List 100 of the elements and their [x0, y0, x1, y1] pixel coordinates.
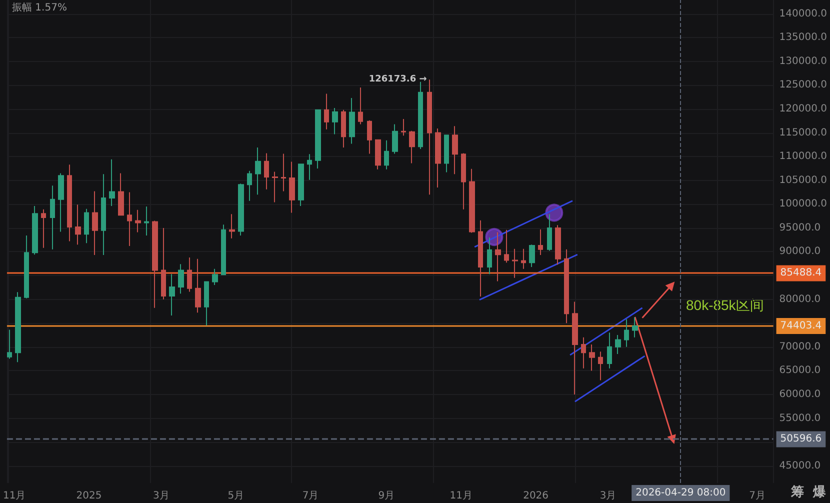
annotation: 126173.6 →: [368, 74, 428, 85]
candlestick: [92, 190, 98, 256]
candlestick: [521, 248, 526, 270]
candlestick: [84, 208, 89, 244]
candlestick: [401, 118, 406, 136]
x-tick-label: 2025: [76, 490, 102, 502]
candlestick: [435, 128, 441, 188]
candlestick: [581, 336, 586, 369]
y-tick-label: 90000.0: [779, 246, 821, 258]
y-tick-label: 95000.0: [779, 222, 821, 234]
candlestick: [461, 152, 466, 210]
candlestick: [272, 171, 278, 203]
candlestick: [598, 351, 603, 381]
candlestick: [495, 232, 501, 282]
y-tick-label: 55000.0: [779, 412, 821, 424]
y-tick-label: 45000.0: [779, 460, 821, 472]
y-tick-label: 80000.0: [779, 294, 821, 305]
y-tick-label: 115000.0: [779, 127, 828, 138]
text: 爆: [812, 485, 827, 500]
candlestick: [607, 332, 612, 369]
candlestick: [204, 280, 209, 326]
candlestick: [555, 224, 561, 266]
candlestick: [229, 214, 235, 239]
candlestick: [409, 130, 415, 164]
candlestick: [632, 316, 638, 338]
candlestick: [75, 204, 81, 246]
candlestick: [238, 183, 244, 236]
candlestick: [247, 170, 252, 202]
candlestick: [332, 108, 338, 135]
x-tick-label: 2026: [523, 490, 549, 502]
y-tick-label: 70000.0: [779, 341, 821, 352]
candlestick: [564, 248, 569, 324]
candlestick: [452, 126, 458, 175]
candlestick: [478, 220, 483, 297]
candlestick: [384, 140, 389, 170]
candlestick: [58, 172, 64, 232]
y-tick-label: 135000.0: [779, 32, 828, 44]
x-tick-label: 11月: [2, 490, 26, 502]
candlestick: [101, 174, 106, 256]
candlestick: [152, 220, 158, 308]
y-tick-label: 100000.0: [779, 198, 828, 210]
candlestick: [512, 248, 518, 278]
x-tick-label: 9月: [378, 490, 395, 502]
y-tick-label: 110000.0: [779, 151, 828, 162]
candlestick: [289, 161, 295, 214]
candlestick: [255, 147, 261, 196]
candlestick: [32, 206, 38, 256]
candlestick: [572, 301, 578, 395]
candlestick: [7, 329, 12, 360]
candlestick: [187, 256, 192, 292]
candlestick: [538, 228, 543, 256]
x-tick-label: 11月: [450, 490, 472, 502]
x-tick-label: 3月: [153, 490, 170, 502]
candlestick: [195, 258, 201, 314]
ref-line-label: 50596.6: [780, 434, 822, 445]
candlestick: [367, 120, 372, 154]
candlestick: [169, 274, 175, 316]
candlestick: [127, 192, 132, 247]
candlestick: [161, 227, 166, 300]
x-tick-label: 3月: [600, 490, 616, 502]
candlestick: [589, 344, 595, 372]
candlestick: [221, 224, 226, 276]
candlestick: [307, 154, 312, 180]
candlestick: [264, 152, 269, 190]
candlestick: [24, 235, 29, 299]
candlestick: [375, 138, 381, 170]
candlestick: [341, 109, 346, 148]
x-tick-label: 5月: [228, 490, 244, 502]
ref-line-label: 2026-04-29 08:00: [636, 488, 726, 498]
candlestick: [504, 229, 509, 264]
candlestick: [281, 153, 286, 192]
candlestick: [469, 168, 475, 234]
candlestick: [315, 108, 321, 169]
candlestick: [178, 264, 184, 294]
candlestick: [358, 87, 363, 125]
y-tick-label: 105000.0: [779, 174, 828, 186]
y-tick-label: 60000.0: [779, 388, 821, 400]
candlestick: [615, 334, 621, 355]
candlestick: [15, 292, 21, 363]
text: 筹: [790, 485, 804, 500]
x-tick-label: 7月: [302, 490, 319, 502]
candlestick: [324, 93, 329, 130]
y-tick-label: 130000.0: [779, 56, 828, 67]
candlestick: [67, 164, 72, 242]
candlestick: [624, 318, 629, 348]
candlestick: [144, 206, 149, 236]
candlestick: [349, 98, 355, 144]
y-tick-label: 65000.0: [779, 365, 821, 376]
candlestick: [118, 172, 124, 216]
candlestick: [427, 79, 432, 196]
candlestick: [444, 134, 449, 173]
y-tick-label: 120000.0: [779, 103, 828, 114]
candlestick: [298, 163, 304, 207]
ref-line-label: 74403.4: [780, 320, 822, 332]
candlestick: [41, 208, 46, 248]
candlestick: [109, 158, 115, 207]
candlestick: [212, 268, 218, 286]
candlestick: [50, 185, 55, 250]
candlestick: [392, 124, 398, 154]
candlestick: [418, 81, 423, 150]
